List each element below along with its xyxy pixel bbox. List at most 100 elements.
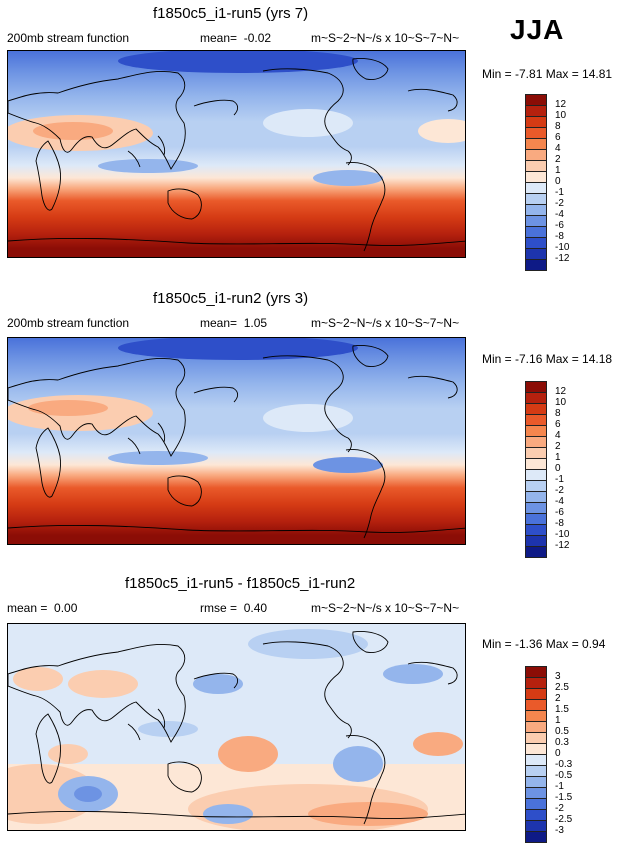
mean-label: mean= -0.02 (200, 31, 271, 45)
coastlines (8, 58, 465, 252)
rmse-label-text: rmse = (200, 601, 238, 615)
positive-anomaly (68, 670, 138, 698)
negative-anomaly (203, 804, 253, 824)
colorbar-tick-label: 10 (555, 397, 567, 408)
variable-label: 200mb stream function (7, 316, 130, 330)
colorbar-tick-label: 12 (555, 386, 567, 397)
colorbar-tick-label: -4 (555, 496, 564, 507)
colorbar-tick-label: -2 (555, 803, 564, 814)
weak-anomaly (418, 119, 465, 143)
negative-anomaly (313, 170, 383, 186)
weak-anomaly (263, 404, 353, 432)
negative-anomaly (108, 451, 208, 465)
mean-label: mean= 1.05 (200, 316, 267, 330)
colorbar-tick-label: -4 (555, 209, 564, 220)
colorbar-tick-label: -8 (555, 518, 564, 529)
negative-anomaly (383, 664, 443, 684)
map-canvas (8, 51, 465, 257)
colorbar-tick-label: 8 (555, 408, 561, 419)
colorbar-tick-label: 3 (555, 671, 561, 682)
colorbar-swatch (525, 546, 547, 558)
field-background (8, 338, 465, 544)
colorbar-tick-label: -12 (555, 540, 570, 551)
field-background (8, 51, 465, 257)
negative-anomaly (248, 629, 368, 659)
colorbar-tick-label: 0 (555, 463, 561, 474)
negative-anomaly (74, 786, 102, 802)
coastlines (8, 631, 465, 825)
negative-anomaly (333, 746, 383, 782)
colorbar-tick-label: -8 (555, 231, 564, 242)
weak-anomaly (263, 109, 353, 137)
colorbar-tick-label: -2 (555, 485, 564, 496)
colorbar-tick-label: 1 (555, 165, 561, 176)
positive-anomaly (28, 400, 108, 416)
panel-title: f1850c5_i1-run5 (yrs 7) (153, 5, 309, 22)
difference-map (7, 623, 466, 831)
stream-function-map (7, 337, 466, 545)
mean-label-text: mean = (7, 601, 48, 615)
colorbar-tick-label: -2 (555, 198, 564, 209)
colorbar-tick-label: 0 (555, 176, 561, 187)
colorbar-tick-label: -10 (555, 242, 570, 253)
colorbar-tick-label: 4 (555, 143, 561, 154)
mean-label-text: mean= (200, 31, 238, 45)
colorbar-tick-label: 6 (555, 419, 561, 430)
colorbar-tick-label: 0 (555, 748, 561, 759)
coastlines (8, 345, 465, 539)
colorbar-tick-label: 8 (555, 121, 561, 132)
colorbar-tick-label: 6 (555, 132, 561, 143)
positive-anomaly (13, 667, 63, 691)
negative-anomaly (98, 159, 198, 173)
mean-value: 1.05 (243, 316, 268, 330)
colorbar-tick-label: 4 (555, 430, 561, 441)
season-label: JJA (510, 14, 565, 45)
colorbar-tick-label: 2.5 (555, 682, 569, 693)
colorbar-tick-label: -1 (555, 781, 564, 792)
min-max-label: Min = -7.16 Max = 14.18 (482, 352, 613, 366)
variable-label: 200mb stream function (7, 31, 130, 45)
mean-value: 0.00 (54, 601, 78, 615)
colorbar-tick-label: -2.5 (555, 814, 573, 825)
colorbar-swatch (525, 259, 547, 271)
negative-anomaly (313, 457, 383, 473)
colorbar-tick-label: -10 (555, 529, 570, 540)
colorbar-tick-label: -12 (555, 253, 570, 264)
map-canvas (8, 624, 465, 830)
mean-label-text: mean= (200, 316, 238, 330)
positive-anomaly (48, 744, 88, 764)
colorbar-tick-label: -1 (555, 187, 564, 198)
colorbar-tick-label: 10 (555, 110, 567, 121)
colorbar-tick-label: -6 (555, 507, 564, 518)
units-label: m~S~2~N~/s x 10~S~7~N~ (311, 31, 460, 45)
colorbar-tick-label: 1 (555, 715, 561, 726)
rmse-label: rmse = 0.40 (200, 601, 267, 615)
mean-value: -0.02 (243, 31, 272, 45)
min-max-label: Min = -7.81 Max = 14.81 (482, 67, 613, 81)
min-max-label: Min = -1.36 Max = 0.94 (482, 637, 606, 651)
panel-title: f1850c5_i1-run5 - f1850c5_i1-run2 (125, 575, 356, 592)
colorbar-tick-label: 2 (555, 693, 561, 704)
colorbar-tick-label: 2 (555, 441, 561, 452)
colorbar-tick-label: -1 (555, 474, 564, 485)
colorbar-tick-label: -0.5 (555, 770, 573, 781)
panel-title: f1850c5_i1-run2 (yrs 3) (153, 290, 309, 307)
positive-anomaly (33, 122, 113, 140)
negative-anomaly (118, 338, 358, 360)
positive-anomaly (218, 736, 278, 772)
units-label: m~S~2~N~/s x 10~S~7~N~ (311, 316, 460, 330)
rmse-value: 0.40 (243, 601, 268, 615)
colorbar-tick-label: -0.3 (555, 759, 573, 770)
negative-anomaly (193, 674, 243, 694)
colorbar-tick-label: -3 (555, 825, 564, 836)
stream-function-map (7, 50, 466, 258)
negative-anomaly (118, 51, 358, 73)
colorbar-tick-label: 12 (555, 99, 567, 110)
colorbar-swatch (525, 831, 547, 843)
colorbar-tick-label: 0.3 (555, 737, 569, 748)
units-label: m~S~2~N~/s x 10~S~7~N~ (311, 601, 460, 615)
negative-anomaly (138, 721, 198, 737)
colorbar-tick-label: -6 (555, 220, 564, 231)
colorbar-tick-label: -1.5 (555, 792, 573, 803)
colorbar-tick-label: 1 (555, 452, 561, 463)
